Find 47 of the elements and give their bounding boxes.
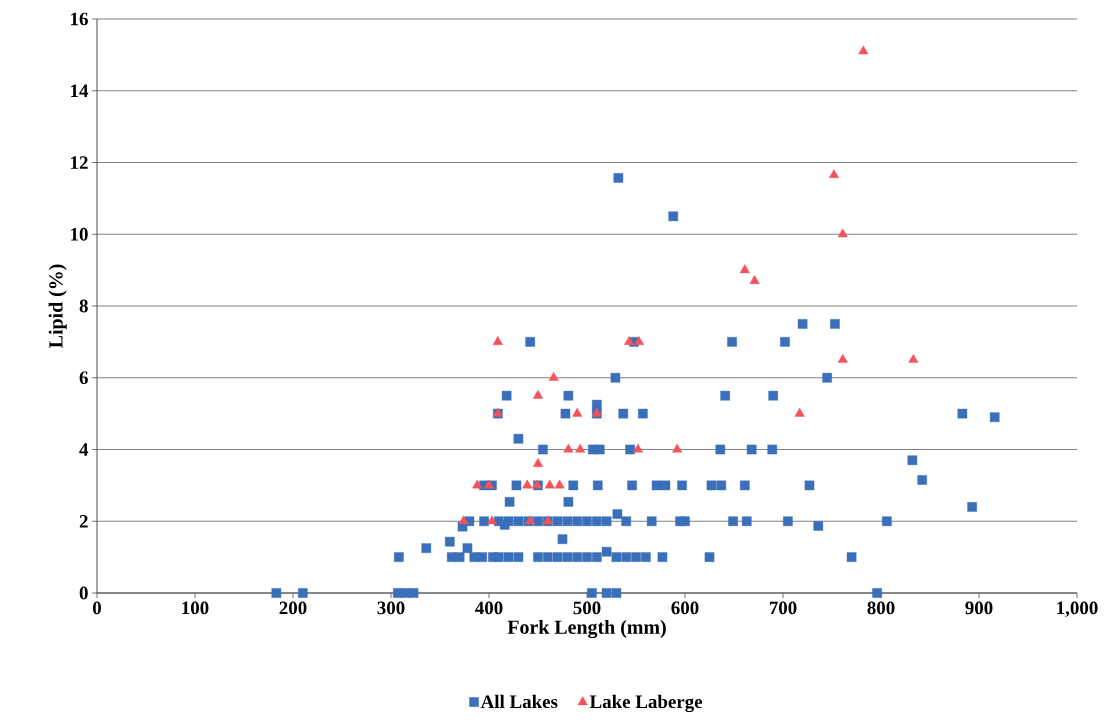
point [837,354,848,363]
x-tick-label: 300 [377,601,405,615]
x-tick-label: 200 [279,601,307,615]
legend-label: All Lakes [480,694,558,709]
y-tick-label: 10 [71,227,88,241]
y-tick-label: 12 [71,156,88,169]
point [544,479,555,489]
x-tick-label: 0 [92,601,101,615]
y-tick-label: 14 [71,84,89,97]
point [575,443,586,453]
point [739,264,750,274]
point [633,336,644,345]
x-tick-label: 500 [573,601,601,615]
point [563,443,574,453]
x-tick-label: 700 [769,601,797,615]
point [486,515,497,525]
point [572,407,583,417]
y-axis-title: Lipid (%) [48,264,67,348]
point [858,45,869,55]
x-tick-label: 900 [965,601,993,615]
point [492,336,503,345]
legend-label: Lake Laberge [589,694,703,713]
point [554,479,565,489]
point [749,275,760,284]
y-tick-label: 4 [79,443,89,456]
x-tick-label: 1,000 [1057,601,1098,618]
point [532,389,544,399]
x-tick-label: 800 [867,601,895,615]
y-tick-label: 8 [79,299,88,313]
y-tick-label: 0 [79,586,88,600]
point [522,479,533,489]
y-tick-label: 6 [79,371,88,385]
x-tick-label: 600 [671,601,699,615]
point [672,443,683,453]
y-tick-label: 2 [79,514,88,528]
point [837,228,848,238]
x-tick-label: 100 [182,601,209,615]
point [532,458,544,467]
point [908,354,919,363]
point [632,443,644,453]
point [548,371,559,381]
y-tick-label: 16 [71,12,88,26]
point [624,336,635,345]
x-tick-label: 400 [475,601,503,615]
point [828,169,840,179]
x-axis-title: Fork Length (mm) [507,619,666,639]
point [794,407,805,417]
